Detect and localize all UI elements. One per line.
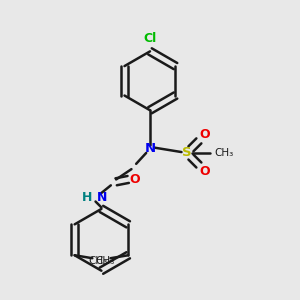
Text: S: S <box>182 146 192 159</box>
Text: O: O <box>129 173 140 186</box>
Text: CH₃: CH₃ <box>88 256 108 266</box>
Text: H: H <box>82 190 93 204</box>
Text: N: N <box>144 142 156 155</box>
Text: CH₃: CH₃ <box>214 148 233 158</box>
Text: O: O <box>199 165 210 178</box>
Text: O: O <box>199 128 210 141</box>
Text: N: N <box>97 190 107 204</box>
Text: Cl: Cl <box>143 32 157 46</box>
Text: CH₃: CH₃ <box>95 256 115 266</box>
